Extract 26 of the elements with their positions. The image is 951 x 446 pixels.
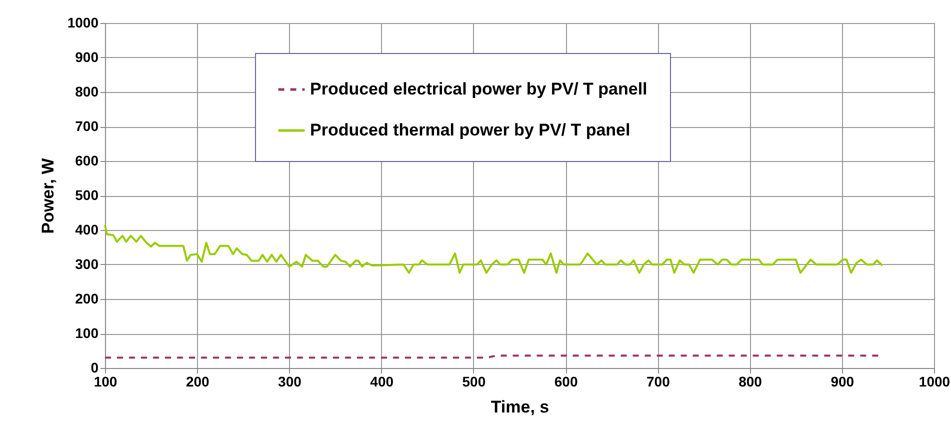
legend-label: Produced electrical power by PV/ T panell: [310, 80, 648, 98]
legend-label: Produced thermal power by PV/ T panel: [310, 120, 630, 140]
y-tick-label: 400: [75, 222, 99, 238]
y-tick-label: 800: [75, 84, 99, 100]
y-tick-label: 500: [75, 187, 99, 203]
x-tick-label: 200: [186, 374, 210, 390]
x-tick-label: 900: [830, 374, 854, 390]
line-series: [104, 224, 884, 274]
x-tick-label: 1000: [918, 374, 950, 390]
y-tick-label: 200: [75, 290, 99, 306]
y-tick-label: 700: [75, 118, 99, 134]
x-tick-label: 100: [94, 374, 118, 390]
y-tick-label: 300: [75, 256, 99, 272]
x-tick-label: 500: [462, 374, 486, 390]
x-tick-label: 700: [646, 374, 670, 390]
x-axis-title: Time, s: [490, 398, 550, 416]
x-tick-label: 600: [554, 374, 578, 390]
y-tick-label: 600: [75, 152, 99, 168]
y-tick-label: 0: [90, 360, 99, 376]
x-tick-label: 800: [738, 374, 762, 390]
y-tick-label: 900: [75, 49, 99, 65]
x-tick-label: 300: [278, 374, 302, 390]
y-tick-label: 100: [75, 325, 99, 341]
x-tick-label: 400: [370, 374, 394, 390]
y-tick-label: 1000: [67, 14, 99, 30]
y-axis-title: Power, W: [38, 157, 58, 234]
